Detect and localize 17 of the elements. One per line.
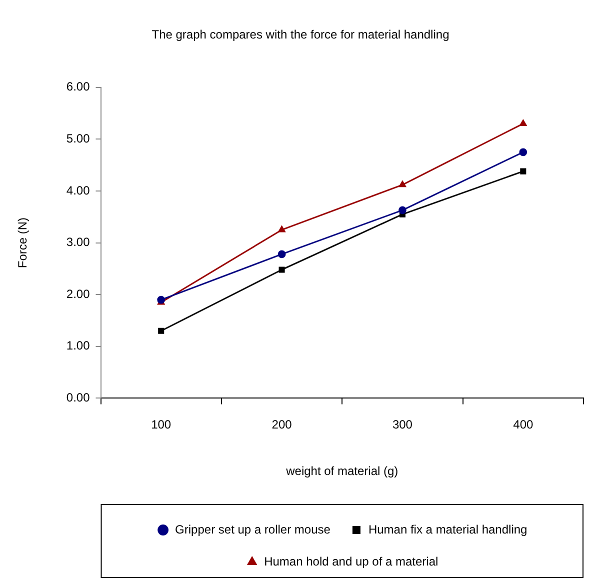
y-tick-label: 4.00 xyxy=(66,183,90,198)
y-tick-label: 1.00 xyxy=(66,338,90,353)
y-tick-label: 0.00 xyxy=(66,390,90,405)
legend-label: Human fix a material handling xyxy=(368,522,528,536)
chart-title: The graph compares with the force for material handling xyxy=(152,28,450,42)
y-tick-label: 5.00 xyxy=(66,132,90,146)
legend-label: Human hold and up of a material xyxy=(264,554,438,568)
x-tick-label: 100 xyxy=(151,418,172,432)
x-tick-label: 400 xyxy=(513,418,534,432)
y-tick-label: 2.00 xyxy=(66,286,90,301)
y-tick-label: 3.00 xyxy=(66,235,90,250)
x-tick-label: 200 xyxy=(272,418,292,432)
legend-label: Gripper set up a roller mouse xyxy=(175,522,331,536)
x-axis-title: weight of material (g) xyxy=(285,464,398,478)
y-axis-title: Force (N) xyxy=(16,217,30,268)
y-tick-label: 6.00 xyxy=(66,80,90,94)
x-tick-label: 300 xyxy=(392,418,413,432)
